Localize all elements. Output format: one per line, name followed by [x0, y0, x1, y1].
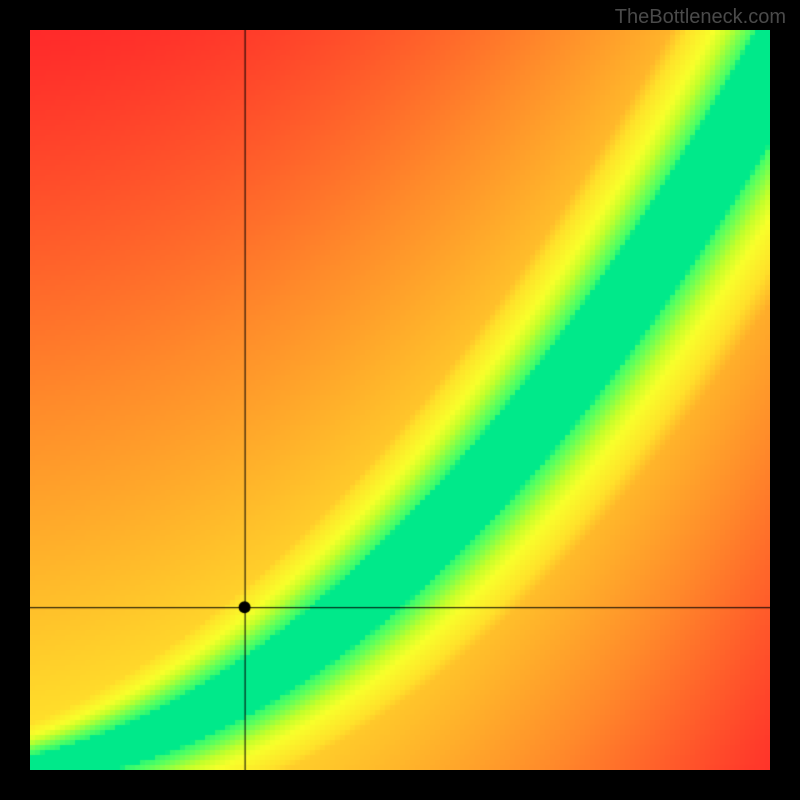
plot-area [30, 30, 770, 770]
watermark-text: TheBottleneck.com [615, 6, 786, 29]
heatmap-canvas [30, 30, 770, 770]
chart-container: TheBottleneck.com [0, 0, 800, 800]
